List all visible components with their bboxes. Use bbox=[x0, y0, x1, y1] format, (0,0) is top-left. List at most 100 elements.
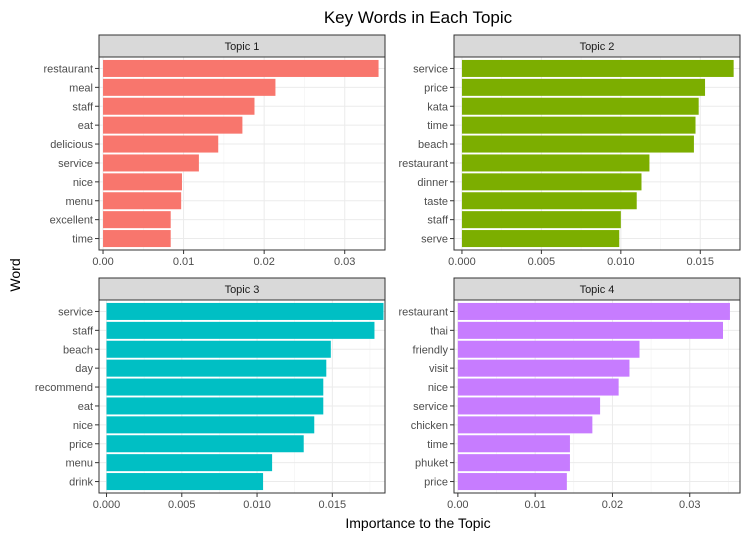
y-tick-label: taste bbox=[424, 196, 448, 208]
facet-panel: Topic 3 0.000 0.005 0.010 0.015 service staff b… bbox=[35, 277, 386, 511]
facet-panels: Topic 1 0.00 0.01 0.02 0.03 restaurant meal sta… bbox=[35, 34, 741, 511]
x-tick-label: 0.01 bbox=[173, 256, 194, 268]
y-tick-label: beach bbox=[63, 344, 93, 356]
y-tick-label: staff bbox=[427, 215, 449, 227]
x-tick-label: 0.00 bbox=[447, 499, 468, 511]
bar bbox=[103, 97, 255, 115]
bar bbox=[457, 340, 640, 358]
x-tick-label: 0.03 bbox=[334, 256, 355, 268]
y-tick-label: staff bbox=[72, 325, 94, 337]
y-axis-title: Word bbox=[7, 258, 23, 291]
y-tick-label: time bbox=[72, 234, 93, 246]
panel-border bbox=[98, 299, 386, 494]
bar bbox=[103, 135, 219, 153]
bar bbox=[461, 211, 621, 229]
bar bbox=[103, 116, 243, 134]
y-tick-label: nice bbox=[73, 177, 93, 189]
x-tick-label: 0.02 bbox=[253, 256, 274, 268]
x-tick-label: 0.005 bbox=[168, 499, 196, 511]
facet-strip-label: Topic 2 bbox=[580, 41, 615, 53]
bar bbox=[103, 154, 199, 172]
y-tick-label: excellent bbox=[50, 215, 93, 227]
bar bbox=[103, 192, 182, 210]
y-tick-label: friendly bbox=[413, 344, 449, 356]
bar bbox=[461, 97, 699, 115]
facet-strip-label: Topic 3 bbox=[225, 284, 260, 296]
y-tick-label: recommend bbox=[35, 382, 93, 394]
x-tick-label: 0.000 bbox=[448, 256, 476, 268]
x-tick-label: 0.005 bbox=[528, 256, 556, 268]
y-tick-label: time bbox=[427, 439, 448, 451]
y-tick-label: delicious bbox=[50, 139, 93, 151]
y-tick-label: restaurant bbox=[43, 63, 93, 75]
bar bbox=[461, 154, 650, 172]
bar bbox=[457, 378, 619, 396]
bar bbox=[103, 78, 276, 96]
y-tick-label: price bbox=[424, 82, 448, 94]
y-tick-label: chicken bbox=[411, 420, 448, 432]
chart-title: Key Words in Each Topic bbox=[324, 8, 513, 27]
panel-border bbox=[98, 56, 386, 251]
y-tick-label: day bbox=[75, 363, 93, 375]
bar bbox=[457, 321, 723, 339]
x-axis-title: Importance to the Topic bbox=[345, 515, 490, 531]
x-tick-label: 0.03 bbox=[679, 499, 700, 511]
y-tick-label: price bbox=[69, 439, 93, 451]
y-tick-label: menu bbox=[65, 458, 93, 470]
y-tick-label: kata bbox=[427, 101, 449, 113]
bar bbox=[457, 473, 567, 491]
y-tick-label: thai bbox=[430, 325, 448, 337]
facet-strip-label: Topic 1 bbox=[225, 41, 260, 53]
facet-strip-label: Topic 4 bbox=[580, 284, 615, 296]
bar bbox=[103, 59, 379, 77]
x-tick-label: 0.00 bbox=[92, 256, 113, 268]
bar bbox=[106, 359, 327, 377]
bar bbox=[461, 78, 706, 96]
facet-panel: Topic 4 0.00 0.01 0.02 0.03 restaurant thai fri… bbox=[398, 277, 741, 511]
y-tick-label: price bbox=[424, 477, 448, 489]
y-tick-label: eat bbox=[78, 120, 93, 132]
y-tick-label: dinner bbox=[417, 177, 448, 189]
bar bbox=[106, 397, 324, 415]
y-tick-label: service bbox=[413, 63, 448, 75]
bar bbox=[106, 302, 384, 320]
panel-border bbox=[453, 56, 741, 251]
y-tick-label: service bbox=[413, 401, 448, 413]
y-tick-label: serve bbox=[421, 234, 448, 246]
bar bbox=[106, 435, 304, 453]
y-tick-label: eat bbox=[78, 401, 93, 413]
bar bbox=[457, 416, 593, 434]
x-tick-label: 0.02 bbox=[602, 499, 623, 511]
x-tick-label: 0.015 bbox=[687, 256, 715, 268]
y-tick-label: staff bbox=[72, 101, 94, 113]
bar bbox=[457, 302, 730, 320]
x-tick-label: 0.015 bbox=[319, 499, 347, 511]
y-tick-label: visit bbox=[429, 363, 448, 375]
bar bbox=[103, 230, 171, 248]
bar bbox=[106, 454, 273, 472]
y-tick-label: beach bbox=[418, 139, 448, 151]
bar bbox=[103, 211, 171, 229]
panel-border bbox=[453, 299, 741, 494]
y-tick-label: meal bbox=[69, 82, 93, 94]
y-tick-label: restaurant bbox=[398, 306, 448, 318]
bar bbox=[461, 135, 694, 153]
bar bbox=[106, 378, 324, 396]
bar bbox=[457, 454, 570, 472]
y-tick-label: drink bbox=[69, 477, 93, 489]
bar bbox=[106, 340, 331, 358]
x-tick-label: 0.010 bbox=[243, 499, 271, 511]
bar bbox=[461, 173, 642, 191]
facet-panel: Topic 2 0.000 0.005 0.010 0.015 service price k… bbox=[398, 34, 741, 268]
bar bbox=[461, 192, 637, 210]
bar bbox=[457, 359, 630, 377]
y-tick-label: menu bbox=[65, 196, 93, 208]
y-tick-label: service bbox=[58, 306, 93, 318]
facet-panel: Topic 1 0.00 0.01 0.02 0.03 restaurant meal sta… bbox=[43, 34, 386, 268]
x-tick-label: 0.000 bbox=[93, 499, 121, 511]
bar bbox=[461, 116, 696, 134]
bar bbox=[106, 473, 264, 491]
bar bbox=[457, 397, 601, 415]
